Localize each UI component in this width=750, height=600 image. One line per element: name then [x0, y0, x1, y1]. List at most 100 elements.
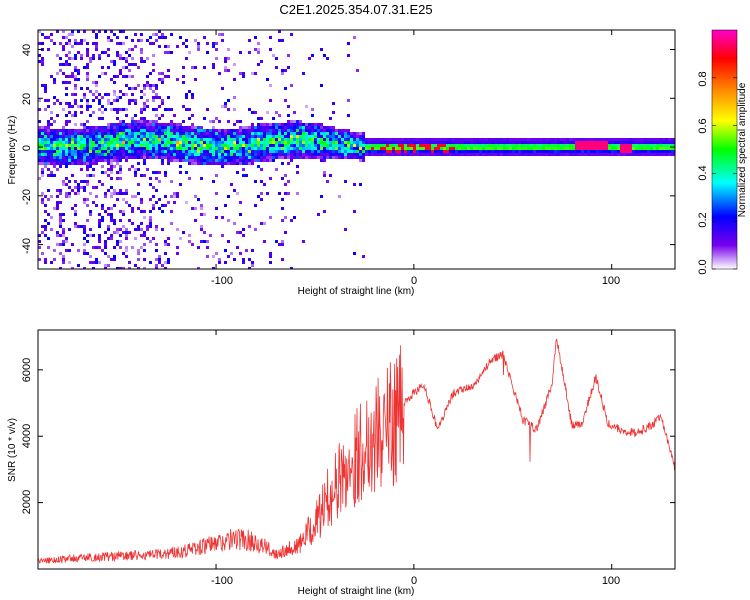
spectrogram-cell [218, 150, 221, 153]
spectrogram-cell [608, 150, 611, 153]
spectrogram-cell [239, 201, 242, 204]
spectrogram-cell [575, 147, 578, 150]
spectrogram-cell [629, 147, 632, 150]
spectrogram-cell [104, 240, 107, 243]
spectrogram-cell [185, 93, 188, 96]
spectrogram-cell [65, 150, 68, 153]
spectrogram-cell [191, 141, 194, 144]
spectrogram-cell [338, 141, 341, 144]
spectrogram-cell [185, 171, 188, 174]
spectrogram-cell [317, 144, 320, 147]
spectrogram-cell [59, 63, 62, 66]
spectrogram-cell [95, 135, 98, 138]
spectrogram-cell [71, 129, 74, 132]
spectrogram-cell [287, 141, 290, 144]
spectrogram-cell [233, 96, 236, 99]
spectrogram-cell [242, 138, 245, 141]
spectrogram-cell [266, 192, 269, 195]
spectrogram-cell [662, 144, 665, 147]
spectrogram-cell [644, 144, 647, 147]
spectrogram-cell [266, 126, 269, 129]
spectrogram-cell [446, 147, 449, 150]
spectrogram-cell [455, 147, 458, 150]
spectrogram-cell [65, 81, 68, 84]
spectrogram-cell [62, 30, 65, 33]
spectrogram-cell [251, 162, 254, 165]
spectrogram-cell [263, 222, 266, 225]
spectrogram-cell [263, 144, 266, 147]
spectrogram-cell [224, 105, 227, 108]
spectrogram-cell [212, 42, 215, 45]
spectrogram-cell [47, 135, 50, 138]
spectrogram-cell [125, 255, 128, 258]
spectrogram-cell [164, 123, 167, 126]
spectrogram-cell [65, 144, 68, 147]
spectrogram-cell [224, 162, 227, 165]
spectrogram-cell [611, 150, 614, 153]
spectrogram-cell [74, 42, 77, 45]
spectrogram-cell [239, 138, 242, 141]
spectrogram-cell [356, 141, 359, 144]
spectrogram-cell [155, 138, 158, 141]
spectrogram-cell [98, 222, 101, 225]
spectrogram-cell [197, 42, 200, 45]
spectrogram-cell [92, 234, 95, 237]
spectrogram-cell [317, 135, 320, 138]
spectrogram-cell [95, 153, 98, 156]
spectrogram-cell [485, 141, 488, 144]
spectrogram-cell [59, 57, 62, 60]
spectrogram-cell [107, 213, 110, 216]
spectrogram-cell [65, 159, 68, 162]
spectrogram-cell [128, 153, 131, 156]
spectrogram-cell [170, 138, 173, 141]
spectrogram-cell [272, 138, 275, 141]
spectrogram-cell [455, 150, 458, 153]
spectrogram-cell [410, 150, 413, 153]
spectrogram-cell [152, 54, 155, 57]
spectrogram-cell [47, 237, 50, 240]
spectrogram-cell [308, 129, 311, 132]
spectrogram-cell [176, 135, 179, 138]
spectrogram-cell [53, 249, 56, 252]
spectrogram-cell [329, 126, 332, 129]
spectrogram-cell [146, 141, 149, 144]
spectrogram-cell [254, 156, 257, 159]
spectrogram-cell [470, 150, 473, 153]
spectrogram-cell [143, 138, 146, 141]
spectrogram-cell [116, 99, 119, 102]
spectrogram-cell [197, 150, 200, 153]
spectrogram-cell [227, 147, 230, 150]
spectrogram-cell [125, 138, 128, 141]
spectrogram-cell [404, 138, 407, 141]
spectrogram-cell [47, 123, 50, 126]
spectrogram-cell [128, 156, 131, 159]
spectrogram-cell [320, 135, 323, 138]
spectrogram-cell [389, 141, 392, 144]
spectrogram-cell [170, 126, 173, 129]
spectrogram-cell [509, 153, 512, 156]
spectrogram-cell [476, 144, 479, 147]
spectrogram-cell [47, 48, 50, 51]
spectrogram-cell [56, 153, 59, 156]
spectrogram-cell [197, 246, 200, 249]
spectrogram-cell [89, 126, 92, 129]
spectrogram-cell [152, 237, 155, 240]
spectrogram-cell [134, 129, 137, 132]
spectrogram-cell [656, 153, 659, 156]
spectrogram-cell [272, 117, 275, 120]
spectrogram-cell [173, 126, 176, 129]
spectrogram-cell [497, 153, 500, 156]
spectrogram-cell [173, 138, 176, 141]
spectrogram-cell [128, 138, 131, 141]
spectrogram-cell [53, 156, 56, 159]
spectrogram-cell [161, 204, 164, 207]
spectrogram-cell [59, 156, 62, 159]
spectrogram-cell [563, 147, 566, 150]
spectrogram-cell [116, 159, 119, 162]
spectrogram-cell [101, 183, 104, 186]
spectrogram-cell [260, 129, 263, 132]
spectrogram-cell [641, 147, 644, 150]
spectrogram-cell [659, 144, 662, 147]
spectrogram-cell [128, 219, 131, 222]
spectrogram-cell [167, 135, 170, 138]
